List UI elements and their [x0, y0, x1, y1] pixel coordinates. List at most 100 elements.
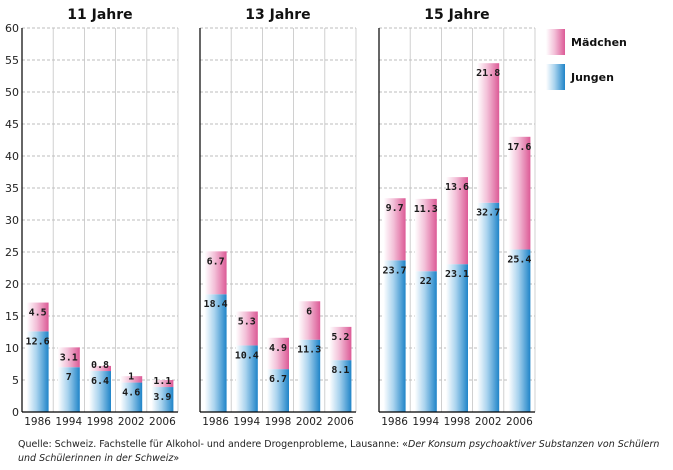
data-label-maedchen: 3.1 — [60, 352, 78, 363]
bar-maedchen-1986 — [383, 198, 406, 261]
legend-swatch-maedchen — [546, 29, 565, 55]
legend-swatch-jungen — [546, 64, 565, 90]
x-tick-label-2006: 2006 — [506, 416, 533, 428]
bar-jungen-1998 — [89, 371, 111, 412]
x-tick-label-1994: 1994 — [412, 416, 439, 428]
data-label-maedchen: 17.6 — [507, 142, 531, 153]
x-tick-label-1986: 1986 — [381, 416, 408, 428]
data-label-jungen: 18.4 — [204, 299, 228, 310]
bar-jungen-2006 — [151, 387, 174, 412]
x-tick-label-1998: 1998 — [87, 416, 114, 428]
y-tick-label-10: 10 — [5, 342, 19, 355]
bar-jungen-1986 — [204, 294, 227, 412]
data-label-maedchen: 4.9 — [269, 343, 287, 354]
bar-jungen-1994 — [57, 367, 80, 412]
x-tick-label-1998: 1998 — [444, 416, 471, 428]
data-label-maedchen: 1 — [128, 372, 134, 383]
bar-jungen-1998 — [267, 369, 289, 412]
data-label-jungen: 22 — [420, 276, 432, 287]
bar-maedchen-2006 — [329, 326, 352, 361]
x-tick-label-2002: 2002 — [118, 416, 145, 428]
bar-maedchen-2002 — [298, 301, 321, 340]
legend-label-jungen: Jungen — [570, 71, 614, 84]
data-label-maedchen: 5.3 — [238, 317, 256, 328]
y-tick-label-5: 5 — [12, 374, 19, 387]
data-label-jungen: 6.7 — [269, 374, 287, 385]
stacked-bar-chart: 0 5 10 15 20 25 30 35 40 45 50 55 60 11 Jahre 1986 12.6… — [5, 7, 627, 428]
data-label-jungen: 12.6 — [26, 336, 50, 347]
data-label-maedchen: 6.7 — [207, 256, 225, 267]
legend-label-maedchen: Mädchen — [571, 36, 627, 49]
data-label-jungen: 10.4 — [235, 350, 259, 361]
bar-maedchen-1998 — [446, 177, 468, 265]
data-label-maedchen: 21.8 — [476, 68, 500, 79]
bar-maedchen-1986 — [26, 302, 49, 332]
y-tick-label-55: 55 — [5, 54, 19, 67]
data-label-maedchen: 13.6 — [445, 182, 469, 193]
data-label-maedchen: 4.5 — [29, 308, 47, 319]
x-tick-label-1986: 1986 — [24, 416, 51, 428]
x-tick-label-1998: 1998 — [265, 416, 292, 428]
data-label-jungen: 32.7 — [476, 208, 500, 219]
x-tick-label-2002: 2002 — [475, 416, 502, 428]
data-label-jungen: 8.1 — [331, 365, 349, 376]
y-tick-label-40: 40 — [5, 150, 19, 163]
data-label-maedchen: 11.3 — [414, 204, 438, 215]
y-tick-label-20: 20 — [5, 278, 19, 291]
x-tick-label-1994: 1994 — [233, 416, 260, 428]
panel-title: 13 Jahre — [245, 7, 310, 23]
x-tick-label-2002: 2002 — [296, 416, 323, 428]
data-label-jungen: 7 — [66, 372, 72, 383]
y-tick-label-35: 35 — [5, 182, 19, 195]
y-tick-label-25: 25 — [5, 246, 19, 259]
y-tick-label-30: 30 — [5, 214, 19, 227]
x-tick-label-2006: 2006 — [149, 416, 176, 428]
bar-maedchen-1994 — [57, 347, 80, 368]
data-label-jungen: 3.9 — [153, 392, 171, 403]
bar-maedchen-1986 — [204, 251, 227, 295]
bar-jungen-2002 — [120, 382, 143, 412]
data-label-maedchen: 9.7 — [386, 203, 404, 214]
bar-jungen-1994 — [414, 271, 437, 412]
bar-jungen-1994 — [235, 345, 258, 412]
bar-maedchen-1994 — [414, 198, 437, 272]
data-label-jungen: 11.3 — [297, 345, 321, 356]
data-label-jungen: 23.1 — [445, 269, 469, 280]
bar-maedchen-2002 — [477, 63, 500, 203]
y-tick-label-0: 0 — [12, 406, 19, 419]
bar-jungen-2002 — [477, 202, 500, 412]
bar-jungen-2002 — [298, 339, 321, 412]
y-tick-label-15: 15 — [5, 310, 19, 323]
data-label-maedchen: 0.8 — [91, 360, 109, 371]
bar-jungen-1986 — [383, 260, 406, 412]
data-label-jungen: 6.4 — [91, 376, 109, 387]
bar-maedchen-2002 — [120, 376, 143, 383]
y-tick-label-60: 60 — [5, 22, 19, 35]
source-title: Der Konsum psychoaktiver Substanzen von … — [18, 439, 660, 464]
data-label-jungen: 25.4 — [507, 254, 531, 265]
data-label-jungen: 4.6 — [122, 388, 140, 399]
source-suffix: » — [173, 453, 180, 464]
data-label-maedchen: 1.1 — [153, 376, 171, 387]
panel-title: 11 Jahre — [67, 7, 132, 23]
bar-jungen-1986 — [26, 331, 49, 412]
bar-jungen-2006 — [329, 360, 352, 412]
bar-maedchen-1998 — [89, 365, 111, 372]
panel-title: 15 Jahre — [424, 7, 489, 23]
bar-jungen-1998 — [446, 264, 468, 412]
data-label-jungen: 23.7 — [383, 265, 407, 276]
source-note: Quelle: Schweiz. Fachstelle für Alkohol-… — [18, 438, 668, 466]
source-prefix: Quelle: Schweiz. Fachstelle für Alkohol-… — [18, 439, 408, 450]
bar-maedchen-2006 — [151, 380, 174, 388]
data-label-maedchen: 6 — [306, 306, 312, 317]
bar-jungen-2006 — [508, 249, 531, 412]
x-tick-label-1986: 1986 — [202, 416, 229, 428]
data-label-maedchen: 5.2 — [331, 332, 349, 343]
x-tick-label-2006: 2006 — [327, 416, 354, 428]
bar-maedchen-1998 — [267, 337, 289, 370]
bar-maedchen-1994 — [235, 311, 258, 346]
y-tick-label-50: 50 — [5, 86, 19, 99]
x-tick-label-1994: 1994 — [55, 416, 82, 428]
y-tick-label-45: 45 — [5, 118, 19, 131]
bar-maedchen-2006 — [508, 136, 531, 250]
